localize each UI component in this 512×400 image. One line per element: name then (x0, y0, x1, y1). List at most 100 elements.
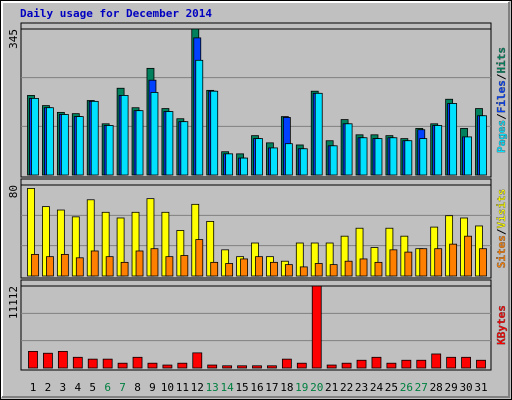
bar (419, 248, 428, 277)
bar (476, 359, 486, 369)
bar (221, 249, 230, 277)
bar (270, 261, 278, 277)
bar (299, 266, 308, 277)
bar (210, 261, 219, 277)
x-tick-label: 30 (459, 381, 472, 394)
bar (314, 263, 323, 277)
x-tick-label: 12 (191, 381, 204, 394)
x-tick-label: 31 (474, 381, 487, 394)
bar (180, 121, 189, 176)
bar (177, 362, 188, 369)
bar (446, 356, 457, 369)
bar (401, 359, 412, 369)
bar (431, 353, 442, 369)
y-tick-label: 11112 (7, 286, 20, 319)
bar (147, 362, 158, 369)
x-tick-label: 24 (370, 381, 384, 394)
legend-entry: Hits (495, 47, 508, 74)
bar (374, 261, 383, 277)
y-tick-label: 80 (7, 185, 20, 198)
bar (270, 147, 278, 176)
bar (150, 248, 159, 277)
bar (464, 136, 472, 176)
bar (206, 220, 215, 277)
bar (60, 253, 69, 277)
bar (135, 110, 144, 176)
bar (326, 364, 337, 369)
bar (146, 198, 155, 277)
bar (404, 251, 413, 277)
bar (237, 365, 247, 369)
bar (101, 211, 110, 277)
bar (225, 153, 234, 176)
legend: KBytes (495, 305, 508, 345)
x-tick-label: 23 (355, 381, 368, 394)
bar (389, 137, 398, 176)
x-tick-label: 22 (340, 381, 353, 394)
bar (75, 257, 84, 277)
bar (120, 261, 129, 277)
bar (461, 356, 471, 369)
bar (449, 103, 458, 176)
bar (117, 362, 128, 369)
x-tick-label: 13 (206, 381, 219, 394)
bar (105, 125, 114, 176)
x-tick-label: 20 (310, 381, 323, 394)
x-tick-label: 17 (265, 381, 278, 394)
bar (165, 256, 174, 277)
bar (284, 264, 293, 277)
x-tick-label: 18 (280, 381, 293, 394)
bar (371, 356, 382, 369)
bar (449, 243, 458, 277)
x-tick-label: 16 (250, 381, 263, 394)
bar (284, 143, 293, 176)
x-tick-label: 21 (325, 381, 338, 394)
x-tick-label: 3 (60, 381, 67, 394)
bar (296, 362, 307, 369)
bar (162, 364, 173, 369)
bar (165, 111, 174, 176)
bar (341, 362, 352, 369)
bar (344, 123, 353, 176)
bar (479, 115, 487, 176)
bar (255, 138, 263, 176)
bar (132, 356, 143, 369)
bar (87, 358, 98, 369)
bar (479, 248, 487, 277)
bar (31, 253, 39, 277)
bar (28, 350, 38, 369)
bar (116, 217, 125, 277)
x-tick-label: 5 (89, 381, 96, 394)
bar (225, 263, 234, 277)
x-tick-label: 27 (415, 381, 428, 394)
x-tick-label: 29 (445, 381, 458, 394)
bar (374, 138, 383, 176)
bar (340, 235, 349, 277)
legend-entry: Pages (495, 120, 508, 153)
legend-entry: Visits (495, 189, 508, 229)
bar (86, 199, 95, 277)
legend-separator: / (495, 228, 508, 235)
bar (255, 256, 263, 277)
bar (240, 258, 248, 277)
bar (71, 216, 80, 277)
bar (46, 107, 54, 176)
bar (434, 125, 443, 176)
bar (314, 92, 323, 176)
bar (105, 256, 114, 277)
bar (46, 256, 54, 277)
bar (344, 260, 353, 277)
x-tick-label: 2 (45, 381, 52, 394)
bar (210, 90, 219, 176)
bar (131, 211, 140, 277)
x-tick-label: 10 (161, 381, 174, 394)
bar (60, 114, 69, 176)
bar (325, 242, 334, 277)
bar (359, 137, 368, 176)
bar (267, 365, 277, 369)
bar (295, 242, 304, 277)
bar (355, 227, 364, 277)
bar (180, 255, 189, 277)
